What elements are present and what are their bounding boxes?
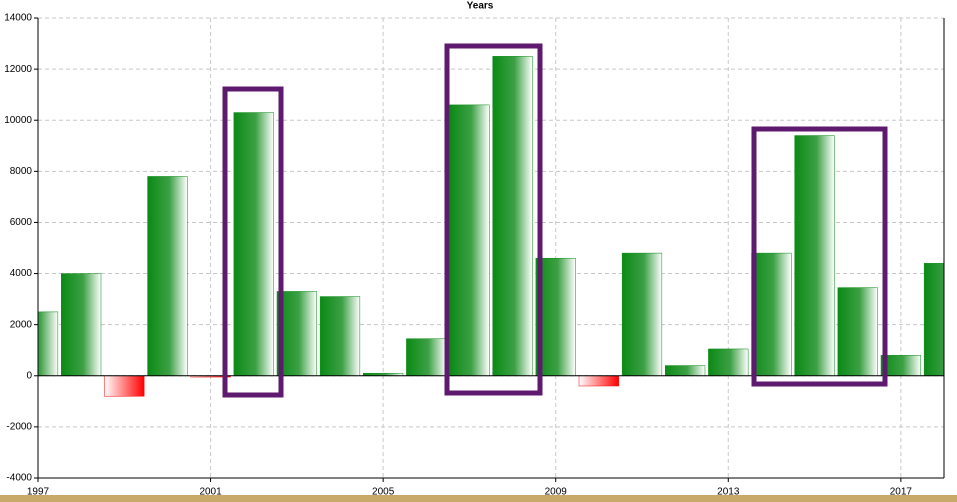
y-tick-label: -4000 — [6, 473, 32, 484]
chart-title: Years — [467, 1, 494, 12]
bar — [147, 176, 188, 377]
bar — [751, 252, 792, 377]
axes: -4000 -2000 0 2000 4000 6000 8000 10000 12000 140… — [4, 13, 945, 498]
footer-strip — [0, 495, 957, 502]
bar — [492, 56, 533, 377]
y-tick-label: 12000 — [4, 64, 32, 75]
bar — [794, 135, 835, 377]
y-tick-label: 8000 — [10, 166, 33, 177]
x-tick-label: 2013 — [717, 487, 740, 498]
bar — [837, 287, 878, 377]
x-tick-label: 2017 — [890, 487, 913, 498]
x-tick-label: 1997 — [27, 487, 50, 498]
x-tick-label: 2001 — [199, 487, 222, 498]
bar — [621, 252, 663, 377]
y-tick-label: 14000 — [4, 13, 32, 24]
bar — [104, 375, 145, 397]
bar — [233, 112, 274, 377]
bar — [38, 311, 59, 377]
bar — [665, 365, 706, 377]
y-tick-label: 2000 — [10, 319, 33, 330]
bar — [578, 375, 619, 387]
bar — [319, 296, 361, 377]
x-tick-label: 2009 — [545, 487, 568, 498]
y-tick-label: -2000 — [6, 422, 32, 433]
y-tick-label: 4000 — [10, 268, 33, 279]
y-tick-label: 6000 — [10, 217, 33, 228]
bars — [38, 56, 944, 397]
bar — [406, 338, 447, 377]
y-tick-label: 10000 — [4, 115, 32, 126]
bar — [449, 104, 490, 377]
bar — [708, 348, 749, 377]
highlight-box — [444, 43, 543, 396]
highlight-box — [751, 126, 888, 387]
bar — [923, 263, 944, 377]
y-tick-label: 0 — [26, 370, 32, 381]
highlight-box — [222, 86, 284, 398]
x-tick-label: 2005 — [372, 487, 395, 498]
bar — [61, 273, 102, 377]
